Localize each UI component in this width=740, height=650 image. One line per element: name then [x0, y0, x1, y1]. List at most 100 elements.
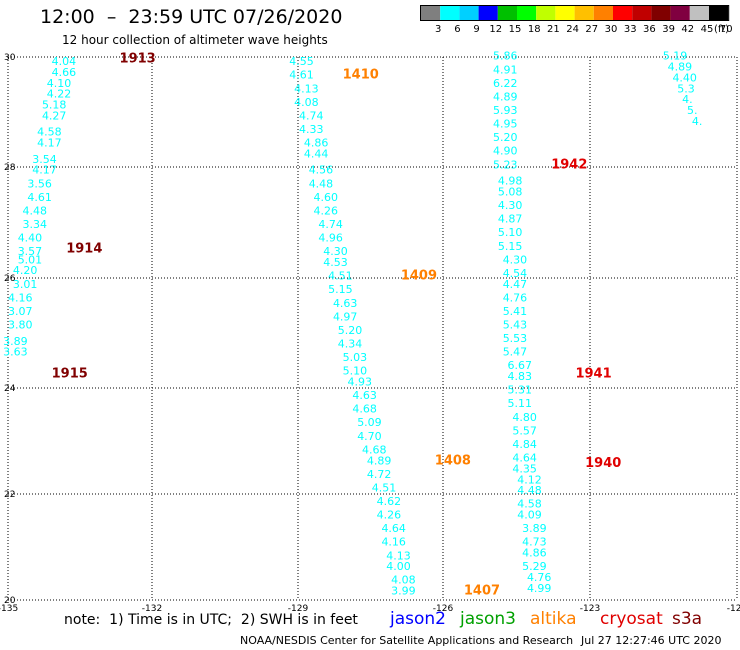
wave-height-value: 5.09: [357, 416, 382, 429]
wave-height-value: 4.83: [508, 370, 533, 383]
colorbar-swatch: [517, 6, 537, 20]
wave-height-value: 4.22: [47, 88, 72, 101]
colorbar: 3 6 9 12 15 18 21 24 27 30 33 36 39 42 45 70(ft): [420, 5, 733, 35]
wave-height-value: 4.48: [23, 204, 48, 217]
wave-height-value: 5.15: [328, 283, 353, 296]
wave-height-value: 4.73: [522, 536, 547, 549]
wave-height-value: 4.17: [37, 137, 62, 150]
wave-height-value: 4.64: [512, 452, 537, 465]
wave-height-value: 4.61: [27, 191, 52, 204]
wave-height-value: 4.13: [294, 82, 319, 95]
wave-height-value: 5.20: [493, 131, 518, 144]
legend-s3a: s3a: [672, 609, 703, 629]
wave-height-value: 4.04: [52, 55, 77, 68]
y-tick-label: 30: [4, 53, 16, 63]
wave-height-value: 4.35: [512, 462, 537, 475]
wave-height-value: 5.08: [498, 185, 522, 198]
wave-height-value: 4.56: [309, 164, 334, 177]
wave-height-value: 4.76: [503, 291, 528, 304]
wave-height-value: 4.99: [527, 582, 552, 595]
wave-height-value: 4.86: [522, 547, 547, 560]
wave-height-value: 5.57: [512, 424, 537, 437]
pass-time-label: 1941: [575, 366, 611, 381]
wave-height-value: 4.72: [367, 468, 392, 481]
wave-height-value: 4.86: [304, 137, 329, 150]
chart-title: 12:00 – 23:59 UTC 07/26/2020: [40, 6, 343, 28]
wave-height-value: 5.3: [677, 82, 695, 95]
wave-height-value: 4.51: [328, 270, 353, 283]
colorbar-swatch: [421, 6, 441, 20]
wave-height-value: 4.: [692, 115, 703, 128]
wave-height-value: 5.29: [522, 560, 547, 573]
colorbar-frame: [420, 5, 730, 21]
y-tick-label: 26: [4, 274, 16, 284]
wave-height-value: 4.16: [8, 291, 33, 304]
wave-height-value: 5.93: [493, 104, 518, 117]
wave-height-value: 5.41: [503, 305, 528, 318]
pass-time-label: 1914: [66, 241, 102, 256]
wave-height-value: 5.31: [508, 384, 533, 397]
wave-height-value: 4.95: [493, 118, 518, 131]
pass-time-label: 1913: [120, 51, 156, 66]
wave-height-value: 4.17: [32, 164, 57, 177]
wave-height-value: 5.20: [338, 324, 363, 337]
wave-height-value: 4.30: [323, 245, 348, 258]
wave-height-value: 4.30: [503, 253, 528, 266]
wave-height-value: 4.13: [386, 549, 411, 562]
wave-height-value: 4.90: [493, 145, 518, 158]
colorbar-swatch: [709, 6, 729, 20]
grid: [7, 56, 738, 601]
wave-height-value: 5.10: [343, 365, 368, 378]
wave-height-value: 4.51: [372, 481, 397, 494]
colorbar-swatch: [555, 6, 575, 20]
wave-height-value: 4.09: [517, 509, 542, 522]
legend-jason2: jason2: [390, 609, 446, 629]
wave-height-value: 4.60: [314, 191, 339, 204]
colorbar-tick-label: 45: [701, 24, 714, 35]
y-tick-label: 22: [4, 490, 15, 500]
wave-height-value: 4.58: [517, 498, 542, 511]
chart-subtitle: 12 hour collection of altimeter wave hei…: [62, 33, 328, 47]
colorbar-swatch: [670, 6, 690, 20]
legend-altika: altika: [530, 609, 577, 629]
wave-height-value: 4.70: [357, 430, 382, 443]
pass-time-label: 1408: [435, 453, 471, 468]
x-tick-label: -132: [142, 604, 162, 614]
colorbar-tick-label: 70: [720, 24, 733, 35]
wave-height-value: 4.34: [338, 338, 363, 351]
wave-height-value: 3.57: [18, 245, 43, 258]
colorbar-swatch: [689, 6, 709, 20]
pass-time-label: 1940: [585, 456, 621, 471]
wave-height-value: 4.30: [498, 199, 522, 212]
wave-height-value: 4.89: [668, 61, 693, 74]
y-tick-label: 24: [4, 384, 16, 394]
axis-ticks: -135 -132 -129 -126 -123 -124 30 28 26 24 22 20: [0, 53, 740, 614]
wave-height-value: 4.44: [304, 147, 329, 160]
wave-height-value: 4.62: [377, 495, 402, 508]
wave-height-value: 4.26: [314, 204, 339, 217]
pass-time-label: 1409: [401, 269, 437, 284]
wave-height-value: 4.48: [517, 484, 542, 497]
colorbar-tick-label: 42: [681, 24, 694, 35]
wave-height-value: 3.80: [8, 319, 33, 332]
colorbar-tick-label: 39: [662, 24, 675, 35]
pass-time-label: 1410: [343, 68, 379, 83]
colorbar-swatch: [536, 6, 556, 20]
wave-height-value: 4.33: [299, 123, 324, 136]
legend-cryosat: cryosat: [600, 609, 663, 629]
wave-height-value: 4.84: [512, 438, 537, 451]
colorbar-swatch: [632, 6, 652, 20]
pass-time-label: 1942: [551, 157, 587, 172]
wave-height-value: 4.47: [503, 278, 528, 291]
colorbar-tick-label: 36: [643, 24, 656, 35]
wave-height-value: 4.53: [323, 256, 348, 269]
wave-height-value: 3.07: [8, 305, 33, 318]
colorbar-tick-label: 33: [624, 24, 637, 35]
wave-height-value: 4.61: [289, 69, 314, 82]
wave-height-value: 4.98: [498, 175, 522, 188]
wave-height-value: 3.63: [3, 346, 28, 359]
footer-timestamp: Jul 27 12:27:46 UTC 2020: [581, 634, 722, 647]
colorbar-swatch: [440, 6, 460, 20]
wave-height-value: 4.54: [503, 267, 528, 280]
wave-height-value: 5.01: [18, 253, 43, 266]
